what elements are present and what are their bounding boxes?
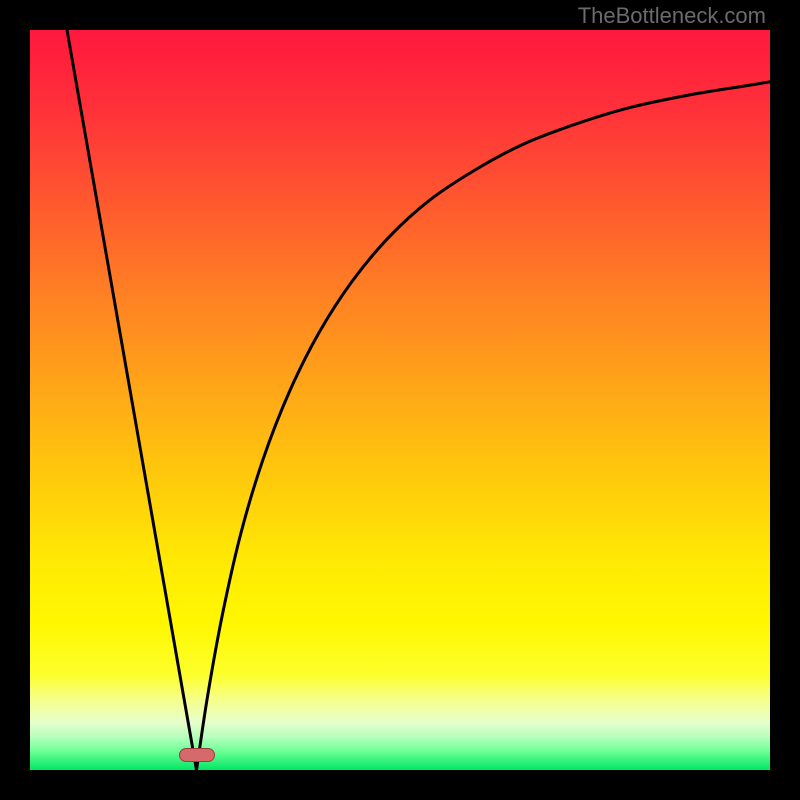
border-bottom <box>0 770 800 800</box>
curve-svg <box>30 30 770 770</box>
bottleneck-curve <box>67 30 770 770</box>
border-right <box>770 0 800 800</box>
watermark-text: TheBottleneck.com <box>578 3 766 29</box>
chart-container: TheBottleneck.com <box>0 0 800 800</box>
optimum-marker <box>179 748 215 762</box>
border-left <box>0 0 30 800</box>
plot-area <box>30 30 770 770</box>
watermark-label: TheBottleneck.com <box>578 3 766 28</box>
